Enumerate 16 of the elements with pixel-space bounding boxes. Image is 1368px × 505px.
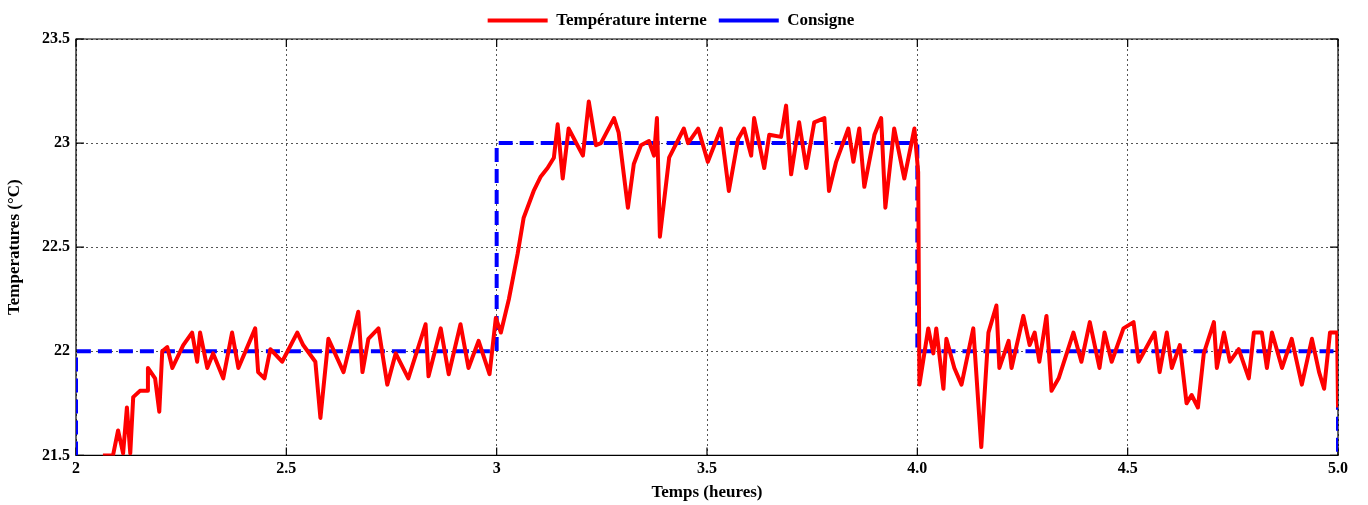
x-tick-label: 2.5 <box>276 459 297 477</box>
x-axis-title: Temps (heures) <box>651 482 763 502</box>
x-tick-label: 2 <box>72 459 80 477</box>
y-tick-label: 21.5 <box>42 445 70 463</box>
legend-label: Consigne <box>787 9 855 29</box>
legend-label: Température interne <box>556 9 708 29</box>
x-tick-label: 4.5 <box>1117 459 1138 477</box>
x-tick-label: 3 <box>492 459 501 477</box>
y-tick-label: 22.5 <box>42 237 70 255</box>
y-tick-label: 23 <box>54 133 70 151</box>
x-tick-label: 4.0 <box>907 459 928 477</box>
x-tick-label: 3.5 <box>697 459 717 477</box>
y-tick-label: 23.5 <box>42 29 70 47</box>
y-axis-title: Temperatures (°C) <box>3 179 23 316</box>
x-tick-label: 5.0 <box>1328 459 1348 477</box>
y-tick-label: 22 <box>54 341 70 359</box>
